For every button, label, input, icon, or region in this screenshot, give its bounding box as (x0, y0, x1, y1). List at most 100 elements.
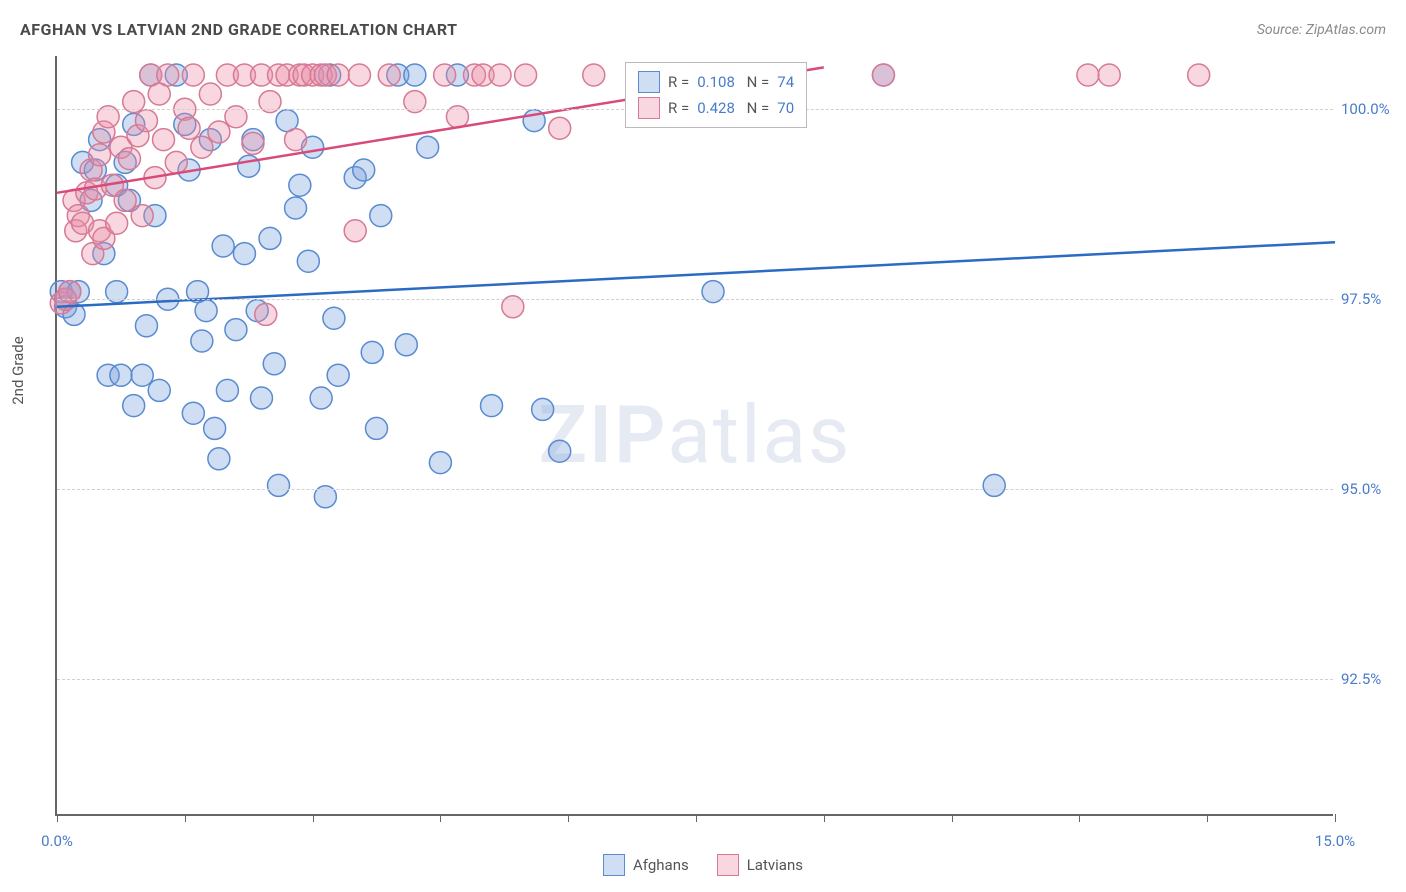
data-point (344, 220, 366, 242)
r-value-latvians: 0.428 (697, 99, 735, 117)
chart-plot-area: ZIPatlas 92.5%95.0%97.5%100.0%0.0%15.0% (55, 56, 1333, 816)
source-label: Source: ZipAtlas.com (1257, 22, 1386, 38)
scatter-svg (57, 56, 1333, 814)
data-point (1188, 64, 1210, 86)
x-tick (1079, 814, 1080, 822)
n-label: N = (743, 99, 769, 117)
legend-item-afghans: Afghans (603, 854, 689, 876)
data-point (417, 136, 439, 158)
data-point (250, 387, 272, 409)
data-point (378, 64, 400, 86)
legend-row-latvians: R = 0.428 N = 70 (638, 95, 794, 121)
r-label: R = (668, 73, 689, 91)
data-point (165, 151, 187, 173)
data-point (195, 300, 217, 322)
data-point (118, 148, 140, 170)
data-point (429, 452, 451, 474)
data-point (233, 243, 255, 265)
x-tick (440, 814, 441, 822)
data-point (434, 64, 456, 86)
swatch-latvians-bottom (717, 854, 739, 876)
data-point (157, 64, 179, 86)
data-point (110, 364, 132, 386)
y-axis-label: 2nd Grade (9, 336, 27, 404)
x-tick (824, 814, 825, 822)
n-label: N = (743, 73, 769, 91)
data-point (114, 189, 136, 211)
data-point (131, 205, 153, 227)
data-point (182, 64, 204, 86)
data-point (259, 227, 281, 249)
gridline-h (57, 299, 1333, 300)
legend-label-latvians: Latvians (747, 856, 803, 874)
data-point (404, 64, 426, 86)
data-point (225, 319, 247, 341)
x-tick (185, 814, 186, 822)
data-point (549, 440, 571, 462)
data-point (549, 117, 571, 139)
data-point (297, 250, 319, 272)
data-point (106, 212, 128, 234)
data-point (148, 379, 170, 401)
n-value-afghans: 74 (777, 73, 794, 91)
data-point (191, 136, 213, 158)
data-point (178, 117, 200, 139)
data-point (327, 64, 349, 86)
data-point (131, 364, 153, 386)
x-tick-label: 15.0% (1315, 832, 1355, 850)
n-value-latvians: 70 (777, 99, 794, 117)
data-point (89, 144, 111, 166)
chart-title: AFGHAN VS LATVIAN 2ND GRADE CORRELATION … (20, 20, 458, 39)
y-tick-label: 100.0% (1341, 100, 1401, 118)
y-tick-label: 95.0% (1341, 480, 1401, 498)
legend-label-afghans: Afghans (633, 856, 689, 874)
data-point (348, 64, 370, 86)
data-point (135, 110, 157, 132)
legend-item-latvians: Latvians (717, 854, 803, 876)
data-point (361, 341, 383, 363)
r-label: R = (668, 99, 689, 117)
r-value-afghans: 0.108 (697, 73, 735, 91)
data-point (191, 330, 213, 352)
data-point (310, 387, 332, 409)
swatch-afghans-bottom (603, 854, 625, 876)
data-point (285, 197, 307, 219)
data-point (285, 129, 307, 151)
data-point (983, 474, 1005, 496)
gridline-h (57, 489, 1333, 490)
data-point (208, 121, 230, 143)
data-point (583, 64, 605, 86)
gridline-h (57, 679, 1333, 680)
data-point (268, 474, 290, 496)
x-tick (1335, 814, 1336, 822)
data-point (216, 379, 238, 401)
data-point (395, 334, 417, 356)
swatch-afghans (638, 71, 660, 93)
series-legend: Afghans Latvians (603, 854, 803, 876)
data-point (515, 64, 537, 86)
data-point (123, 395, 145, 417)
data-point (153, 129, 175, 151)
data-point (182, 402, 204, 424)
data-point (327, 364, 349, 386)
correlation-legend: R = 0.108 N = 74 R = 0.428 N = 70 (625, 62, 807, 128)
data-point (323, 307, 345, 329)
data-point (489, 64, 511, 86)
x-tick-label: 0.0% (41, 832, 73, 850)
data-point (872, 64, 894, 86)
swatch-latvians (638, 97, 660, 119)
y-tick-label: 97.5% (1341, 290, 1401, 308)
data-point (263, 353, 285, 375)
x-tick (568, 814, 569, 822)
data-point (135, 315, 157, 337)
data-point (199, 83, 221, 105)
data-point (212, 235, 234, 257)
data-point (366, 417, 388, 439)
data-point (532, 398, 554, 420)
x-tick (1207, 814, 1208, 822)
data-point (289, 174, 311, 196)
y-tick-label: 92.5% (1341, 670, 1401, 688)
x-tick (952, 814, 953, 822)
x-tick (313, 814, 314, 822)
data-point (208, 448, 230, 470)
